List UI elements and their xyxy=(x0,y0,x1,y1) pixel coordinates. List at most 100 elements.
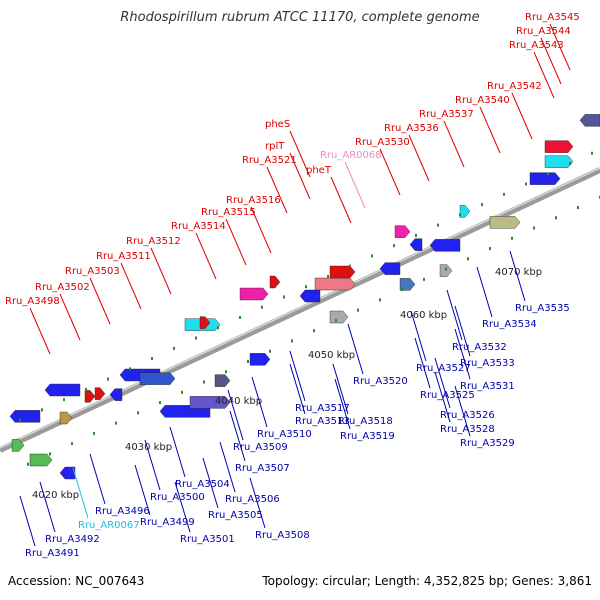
label-leader xyxy=(434,371,451,423)
label-leader xyxy=(540,37,562,85)
gene-label-bottom: Rru_A3532 xyxy=(452,342,507,353)
label-leader xyxy=(29,307,51,355)
gene-label-bottom: Rru_A3533 xyxy=(460,358,515,369)
gene-label-top: Rru_A3542 xyxy=(487,81,542,92)
label-leader xyxy=(347,323,364,375)
gene-label-bottom: Rru_A3491 xyxy=(25,548,80,559)
gene-feature xyxy=(394,225,411,238)
bottom-strand-labels: Rru_A3491Rru_A3492Rru_AR0067Rru_A3496Rru… xyxy=(19,250,570,559)
scale-label: 4070 kbp xyxy=(495,267,542,278)
gene-label-top: Rru_A3540 xyxy=(455,95,510,106)
gene-label-top: Rru_A3543 xyxy=(509,40,564,51)
gene-feature xyxy=(439,264,453,277)
label-leader xyxy=(479,106,501,154)
gene-label-bottom: Rru_A3518 xyxy=(338,416,393,427)
gene-label-top: Rru_A3503 xyxy=(65,266,120,277)
map-title: Rhodospirillum rubrum ATCC 11170, comple… xyxy=(120,10,480,25)
gene-feature xyxy=(214,374,231,387)
scale-ticks xyxy=(19,151,600,466)
label-leader xyxy=(454,385,471,437)
label-leader xyxy=(289,350,306,402)
gene-label-bottom: Rru_A3500 xyxy=(150,492,205,503)
label-leader xyxy=(511,92,533,140)
gene-feature xyxy=(29,453,53,467)
topology-summary: Topology: circular; Length: 4,352,825 bp… xyxy=(262,574,592,588)
scale-label: 4030 kbp xyxy=(125,442,172,453)
label-leader xyxy=(195,232,217,280)
gene-label-bottom: Rru_A3535 xyxy=(515,303,570,314)
gene-feature xyxy=(9,410,41,423)
label-leader xyxy=(150,247,172,295)
gene-feature xyxy=(379,262,401,275)
label-leader xyxy=(59,293,81,341)
label-leader xyxy=(19,495,36,547)
label-leader xyxy=(454,305,471,357)
gene-feature xyxy=(59,466,76,480)
gene-label-top: Rru_A3516 xyxy=(226,195,281,206)
label-leader xyxy=(251,376,268,428)
gene-label-bottom: Rru_A3534 xyxy=(482,319,537,330)
gene-label-top: Rru_A3498 xyxy=(5,296,60,307)
gene-feature xyxy=(199,316,211,329)
label-leader xyxy=(266,166,288,214)
label-leader xyxy=(446,289,463,341)
gene-label-top: Rru_A3530 xyxy=(355,137,410,148)
label-leader xyxy=(225,218,247,266)
gene-feature xyxy=(329,265,356,279)
label-leader xyxy=(250,206,272,254)
label-leader xyxy=(202,457,219,509)
gene-track xyxy=(9,114,600,480)
label-leader xyxy=(227,389,244,441)
gene-feature xyxy=(579,114,600,127)
gene-label-top: Rru_A3545 xyxy=(525,12,580,23)
label-leader xyxy=(408,134,430,182)
label-leader xyxy=(533,51,555,99)
gene-label-top: pheT xyxy=(306,165,332,176)
gene-label-bottom: Rru_A3492 xyxy=(45,534,100,545)
label-leader xyxy=(332,363,349,415)
gene-label-bottom: Rru_A3506 xyxy=(225,494,280,505)
gene-label-bottom: Rru_A3531 xyxy=(460,381,515,392)
backbone-highlight xyxy=(0,167,600,449)
gene-label-bottom: Rru_A3499 xyxy=(140,517,195,528)
label-leader xyxy=(414,337,431,389)
gene-label-bottom: Rru_A3519 xyxy=(340,431,395,442)
gene-feature xyxy=(139,372,176,385)
gene-feature xyxy=(299,289,321,303)
gene-feature xyxy=(249,353,271,366)
gene-feature xyxy=(459,205,471,218)
gene-feature xyxy=(329,310,349,324)
gene-label-bottom: Rru_A3513 xyxy=(295,416,350,427)
label-leader xyxy=(476,266,493,318)
gene-label-bottom: Rru_A3528 xyxy=(440,424,495,435)
label-leader xyxy=(89,277,111,325)
gene-label-top: Rru_A3502 xyxy=(35,282,90,293)
gene-label-top: pheS xyxy=(265,119,290,130)
gene-label-bottom: Rru_A3525 xyxy=(420,390,475,401)
label-leader xyxy=(39,481,56,533)
gene-label-bottom: Rru_A3507 xyxy=(235,463,290,474)
gene-label-top: Rru_A3511 xyxy=(96,251,151,262)
label-leader xyxy=(289,363,306,415)
top-strand-labels: Rru_A3498 Rru_A3502 Rru_A3503 Rru_A3511 Rru_… xyxy=(5,12,580,355)
gene-feature xyxy=(59,411,73,425)
gene-label-bottom: Rru_A3509 xyxy=(233,442,288,453)
gene-label-bottom: Rru_A3529 xyxy=(460,438,515,449)
gene-label-top: Rru_A3514 xyxy=(171,221,226,232)
label-leader xyxy=(344,161,366,209)
label-leader xyxy=(169,426,186,478)
scale-labels: 4020 kbp 4030 kbp 4040 kbp 4050 kbp 4060 kbp… xyxy=(32,267,542,501)
gene-label-bottom: Rru_A3526 xyxy=(440,410,495,421)
scale-label: 4040 kbp xyxy=(215,396,262,407)
label-leader xyxy=(219,441,236,493)
gene-feature xyxy=(544,140,574,153)
label-leader xyxy=(330,176,352,224)
gene-label-bottom: Rru_A3510 xyxy=(257,429,312,440)
gene-feature xyxy=(489,216,521,229)
gene-feature xyxy=(399,278,416,291)
gene-feature xyxy=(544,155,574,168)
gene-label-bottom: Rru_A3504 xyxy=(175,479,230,490)
gene-label-top: Rru_A3537 xyxy=(419,109,474,120)
gene-feature xyxy=(189,396,231,409)
